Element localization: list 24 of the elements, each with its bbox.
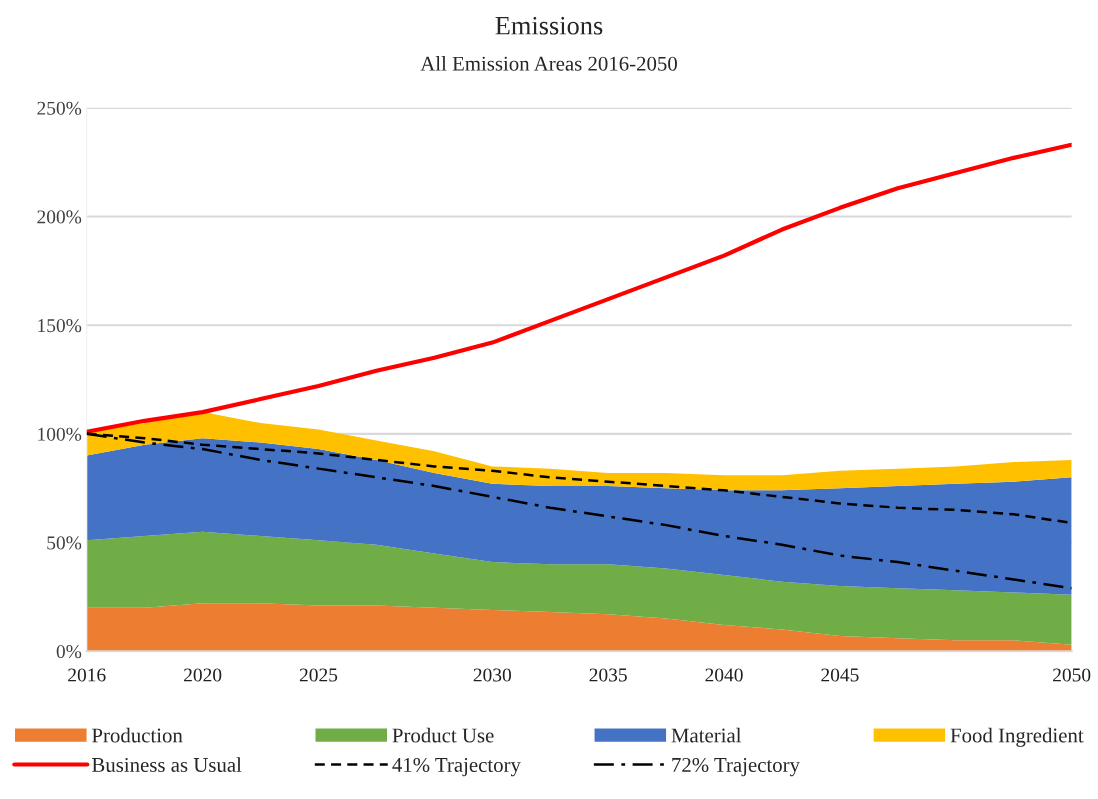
- y-tick-label: 100%: [38, 427, 82, 441]
- legend-label: Material: [671, 727, 742, 743]
- line-series: [86, 142, 1072, 434]
- chart-subtitle: All Emission Areas 2016-2050: [420, 56, 677, 71]
- legend-label: Product Use: [392, 727, 494, 743]
- y-tick-label: 50%: [47, 536, 82, 550]
- legend-label: Production: [92, 727, 183, 743]
- x-tick-label: 2030: [473, 668, 511, 682]
- legend-label: Food Ingredient: [950, 727, 1084, 747]
- x-tick-label: 2035: [589, 668, 627, 682]
- legend-label: 41% Trajectory: [392, 757, 521, 777]
- y-tick-label: 150%: [38, 319, 82, 333]
- legend-label: 72% Trajectory: [672, 757, 800, 777]
- x-tick-label: 2020: [184, 668, 222, 682]
- y-tick-label: 0%: [56, 645, 82, 659]
- x-tick-label: 2040: [705, 668, 743, 682]
- x-tick-label: 2045: [821, 668, 859, 682]
- chart-title: Emissions: [495, 16, 603, 35]
- x-tick-label: 2025: [299, 668, 338, 682]
- x-tick-label: 2016: [68, 668, 106, 682]
- legend-label: Business as Usual: [92, 757, 242, 772]
- y-tick-label: 200%: [37, 210, 82, 224]
- x-tick-label: 2050: [1053, 668, 1091, 682]
- y-tick-label: 250%: [37, 101, 82, 115]
